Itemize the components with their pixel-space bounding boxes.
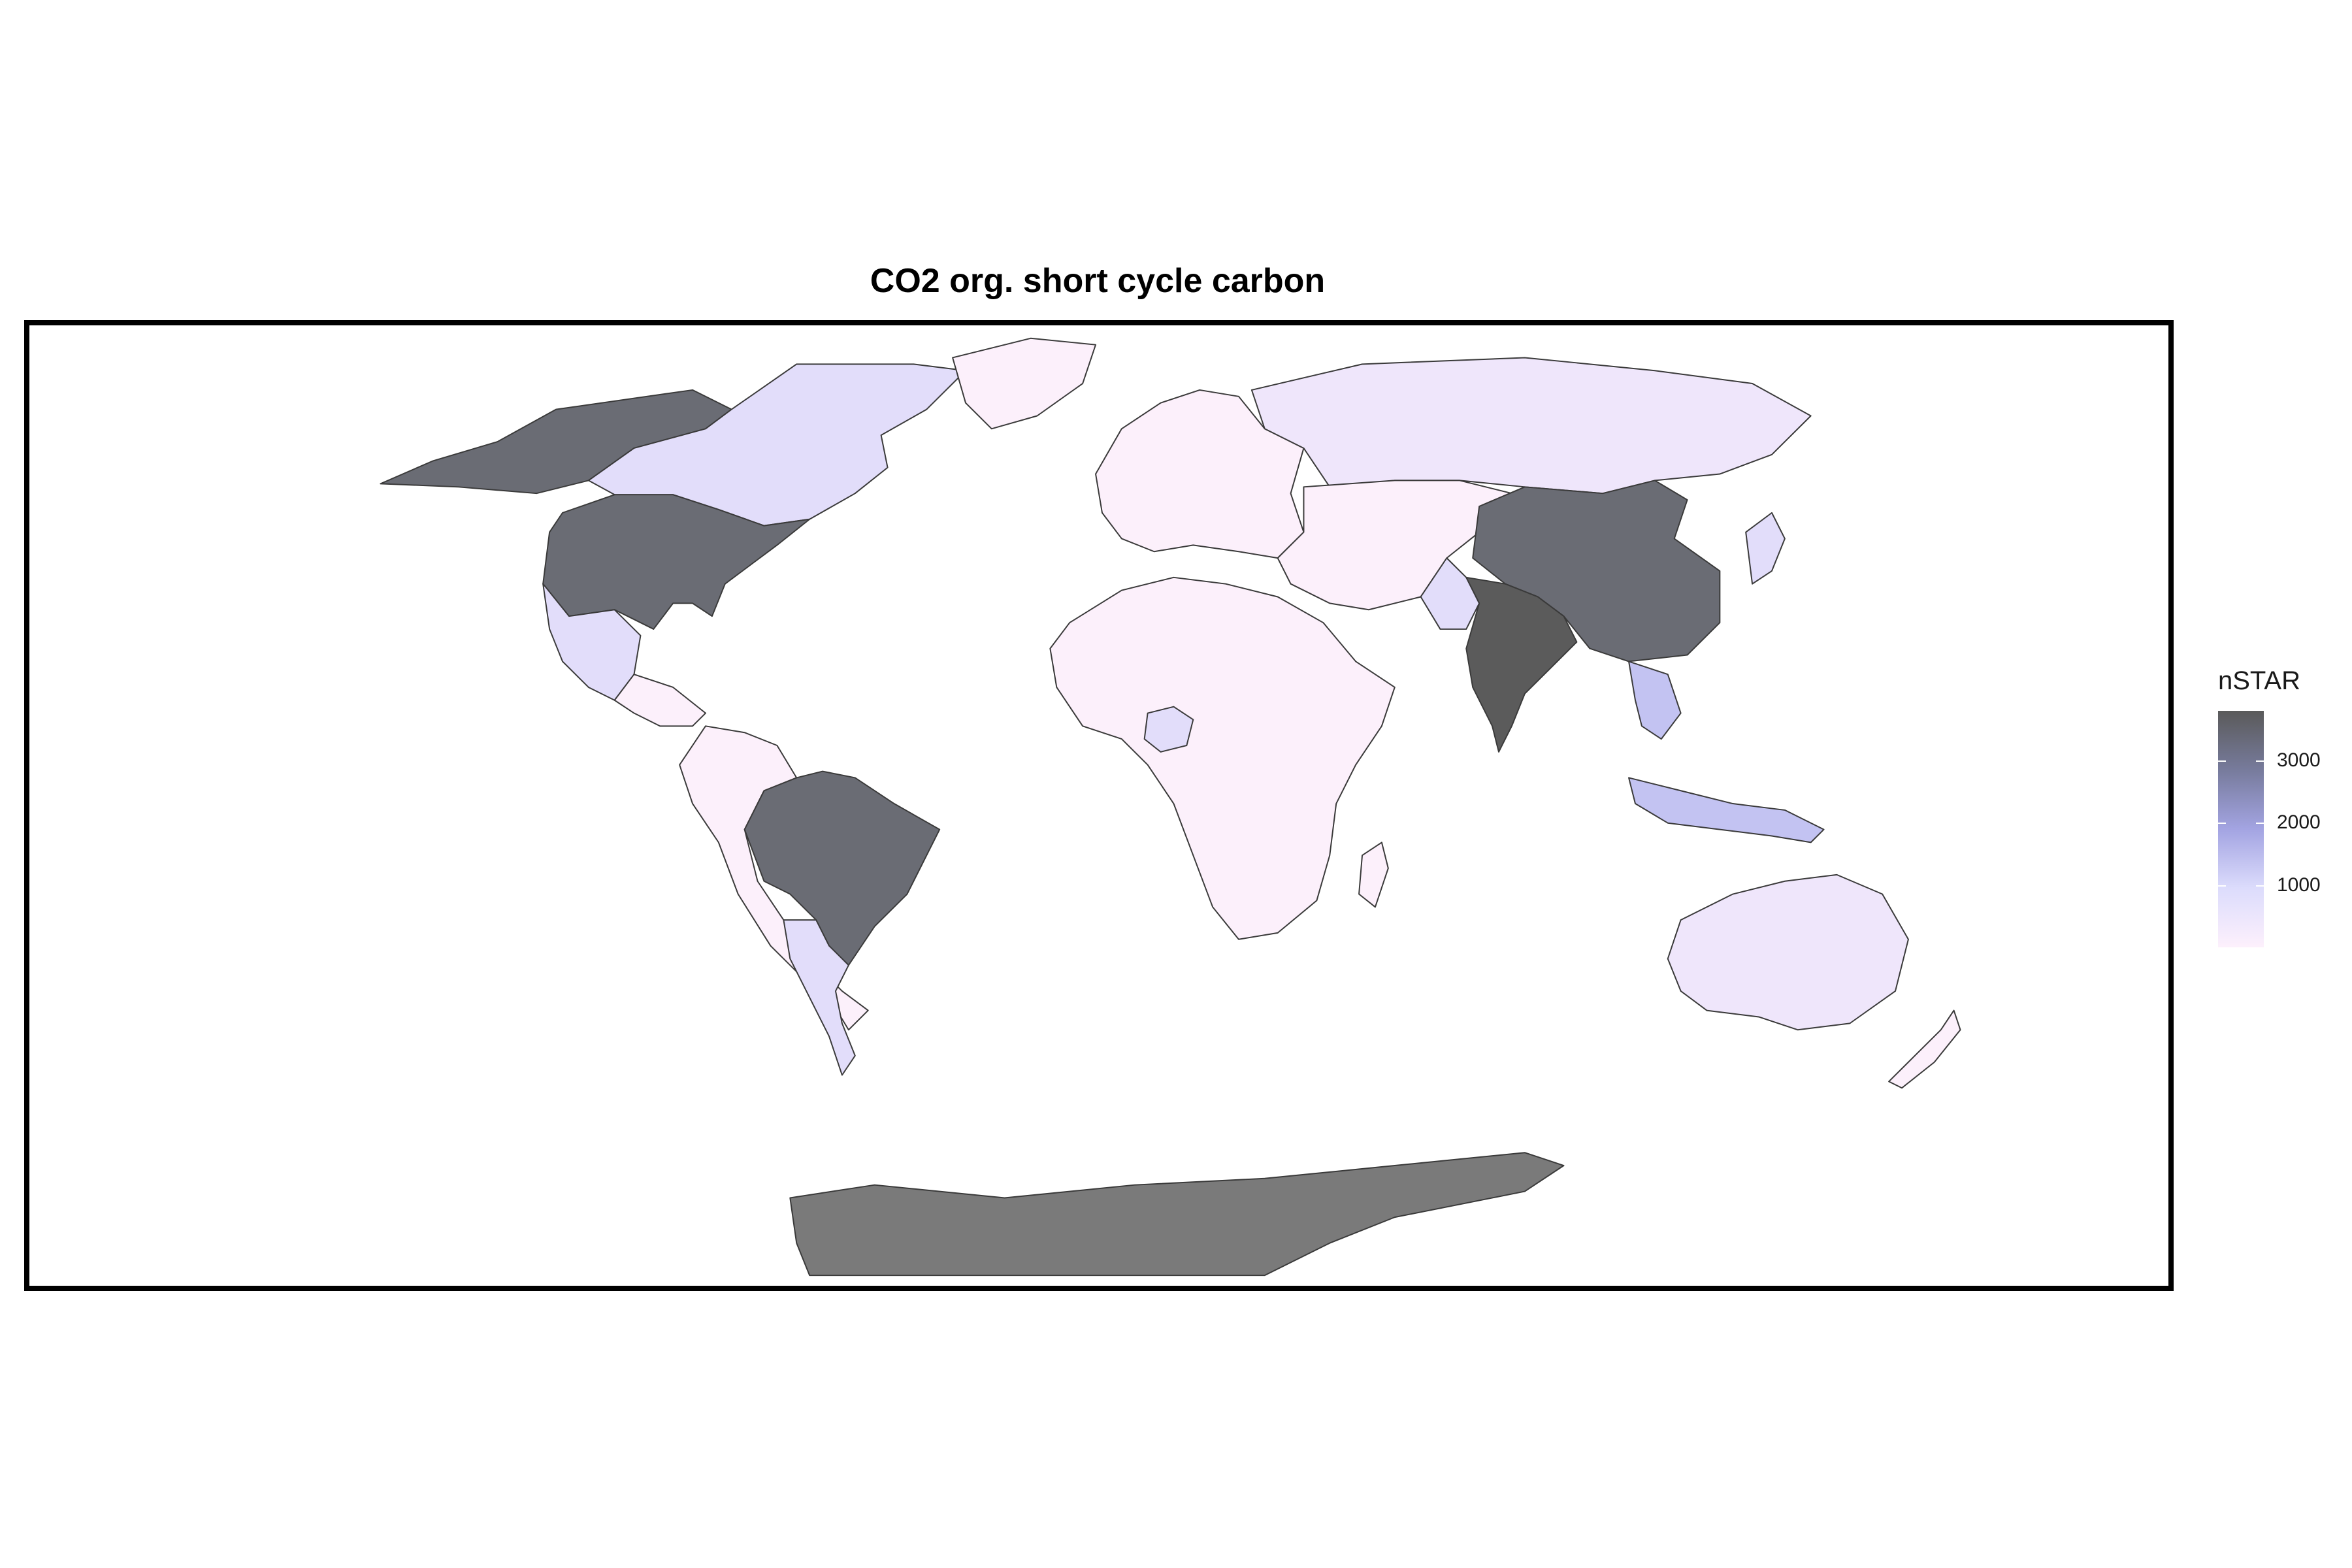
world-map xyxy=(380,337,1961,1277)
legend-tick-label: 3000 xyxy=(2277,749,2321,772)
legend-title: nSTAR xyxy=(2218,666,2300,695)
region-brazil[interactable] xyxy=(743,770,941,966)
region-madagascar[interactable] xyxy=(1358,841,1389,908)
region-usa[interactable] xyxy=(542,494,811,630)
map-title: CO2 org. short cycle carbon xyxy=(870,262,1326,300)
region-europe[interactable] xyxy=(1095,389,1305,559)
legend-tick-label: 2000 xyxy=(2277,811,2321,834)
legend-tick-right xyxy=(2256,823,2264,825)
map-frame xyxy=(24,320,2174,1291)
region-argentina[interactable] xyxy=(783,919,856,1076)
legend-tick-left xyxy=(2218,885,2226,887)
legend-colorbar xyxy=(2218,711,2264,947)
legend-tick-left xyxy=(2218,760,2226,762)
region-japan[interactable] xyxy=(1745,512,1786,585)
region-antarctica[interactable] xyxy=(789,1152,1565,1277)
legend-tick-left xyxy=(2218,823,2226,825)
region-new-zealand[interactable] xyxy=(1888,1009,1961,1089)
legend-tick-label: 1000 xyxy=(2277,874,2321,896)
region-russia[interactable] xyxy=(1250,357,1812,495)
region-australia[interactable] xyxy=(1667,874,1909,1031)
region-central-america[interactable] xyxy=(613,674,706,727)
region-india[interactable] xyxy=(1465,576,1578,753)
region-indonesia[interactable] xyxy=(1628,777,1825,843)
legend: nSTAR 3000 2000 1000 xyxy=(2215,666,2345,954)
region-nigeria[interactable] xyxy=(1143,706,1194,753)
region-southeast-asia[interactable] xyxy=(1628,661,1682,740)
region-greenland[interactable] xyxy=(952,337,1097,430)
legend-tick-right xyxy=(2256,885,2264,887)
region-africa[interactable] xyxy=(1049,576,1396,940)
legend-tick-right xyxy=(2256,760,2264,762)
